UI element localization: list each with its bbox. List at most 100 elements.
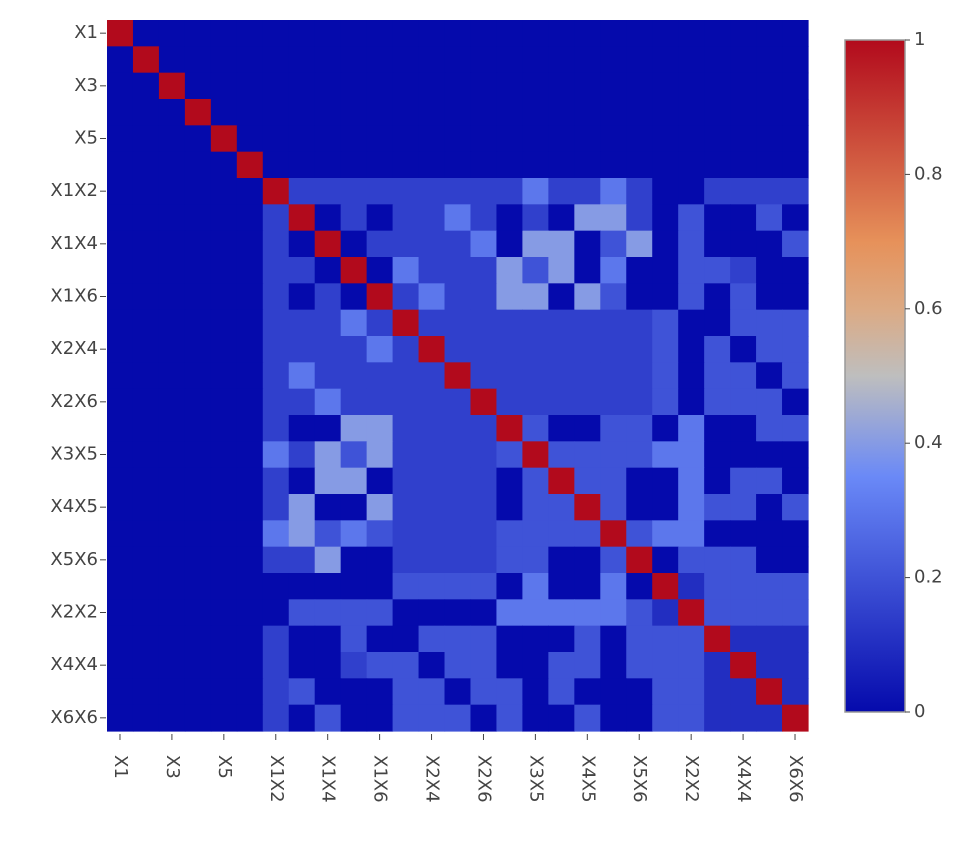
heatmap-cell	[107, 652, 134, 679]
heatmap-cell	[496, 362, 524, 390]
heatmap-cell	[210, 230, 238, 258]
heatmap-cell	[210, 362, 238, 390]
heatmap-cell	[574, 230, 601, 258]
x-tick-label: X4X4	[733, 755, 754, 803]
heatmap-cell	[262, 415, 290, 442]
heatmap-cell	[626, 257, 653, 284]
heatmap-cell	[418, 72, 446, 100]
colorbar-tick-label: 0.8	[914, 163, 943, 184]
y-tick-label: X2X4	[50, 338, 98, 359]
heatmap-cell	[626, 704, 653, 732]
heatmap-cell	[470, 441, 498, 469]
heatmap-cell	[600, 652, 627, 679]
heatmap-cell	[418, 573, 446, 600]
heatmap-cell	[548, 546, 575, 574]
heatmap-cell	[288, 520, 316, 548]
heatmap-cell	[340, 309, 368, 337]
heatmap-cell	[314, 546, 342, 574]
heatmap-cell	[184, 309, 212, 337]
heatmap-cell	[392, 652, 420, 679]
heatmap-cell	[314, 467, 342, 495]
heatmap-cell	[288, 573, 316, 600]
heatmap-cell	[730, 283, 757, 311]
heatmap-cell	[470, 20, 498, 47]
heatmap-cell	[132, 362, 160, 390]
heatmap-cell	[158, 546, 186, 574]
heatmap-cell	[107, 362, 134, 390]
heatmap-cell	[470, 230, 498, 258]
heatmap-cell	[107, 573, 134, 600]
heatmap-cell	[574, 573, 601, 600]
heatmap-cell	[548, 362, 575, 390]
heatmap-cell	[574, 336, 601, 363]
heatmap-cell	[262, 573, 290, 600]
x-tick-label: X2X6	[473, 755, 494, 803]
heatmap-cell	[158, 99, 186, 126]
heatmap-cell	[210, 72, 238, 100]
heatmap-cell	[340, 388, 368, 416]
heatmap-cell	[782, 625, 809, 653]
heatmap-cell	[366, 309, 394, 337]
heatmap-cell	[158, 283, 186, 311]
heatmap-cell	[470, 204, 498, 232]
heatmap-cell	[184, 204, 212, 232]
heatmap-cell	[444, 230, 472, 258]
x-tick-label: X3	[162, 755, 183, 779]
heatmap-cell	[652, 388, 679, 416]
heatmap-cell	[236, 599, 264, 627]
heatmap-cell	[496, 72, 524, 100]
heatmap-cell	[444, 704, 472, 732]
heatmap-cell	[236, 494, 264, 521]
heatmap-cell	[782, 441, 809, 469]
heatmap-cell	[366, 125, 394, 153]
heatmap-cell	[470, 467, 498, 495]
heatmap-cell	[574, 72, 601, 100]
heatmap-cell	[314, 520, 342, 548]
heatmap-cell	[262, 336, 290, 363]
heatmap-cell	[600, 573, 627, 600]
heatmap-cell	[236, 283, 264, 311]
heatmap-cell	[210, 151, 238, 179]
heatmap-cell	[340, 362, 368, 390]
heatmap-cell	[548, 573, 575, 600]
heatmap-cell	[210, 625, 238, 653]
heatmap-cell	[366, 625, 394, 653]
heatmap-cell	[704, 704, 731, 732]
heatmap-cell	[444, 599, 472, 627]
heatmap-cell	[288, 283, 316, 311]
heatmap-cell	[782, 309, 809, 337]
heatmap-cell	[132, 99, 160, 126]
heatmap-cell	[548, 520, 575, 548]
heatmap-cell	[288, 178, 316, 205]
heatmap-cell	[756, 230, 783, 258]
heatmap-cell	[340, 230, 368, 258]
heatmap-cell	[210, 388, 238, 416]
heatmap-cell	[548, 388, 575, 416]
heatmap-cell	[730, 652, 757, 679]
heatmap-cell	[418, 625, 446, 653]
heatmap-cell	[262, 151, 290, 179]
x-tick-label: X2X4	[422, 755, 443, 803]
heatmap-cell	[288, 99, 316, 126]
heatmap-cell	[184, 257, 212, 284]
heatmap-cell	[392, 257, 420, 284]
heatmap-cell	[340, 467, 368, 495]
heatmap-cell	[678, 494, 705, 521]
heatmap-cell	[652, 625, 679, 653]
heatmap-cell	[626, 230, 653, 258]
heatmap-cell	[756, 46, 783, 74]
heatmap-cell	[678, 625, 705, 653]
heatmap-cell	[496, 204, 524, 232]
heatmap-cell	[262, 125, 290, 153]
heatmap-cell	[418, 125, 446, 153]
heatmap-cell	[600, 678, 627, 706]
heatmap-cell	[107, 441, 134, 469]
heatmap-cell	[548, 678, 575, 706]
heatmap-cell	[652, 283, 679, 311]
heatmap-cell	[782, 20, 809, 47]
heatmap-cell	[782, 125, 809, 153]
heatmap-cell	[626, 72, 653, 100]
heatmap-cell	[600, 125, 627, 153]
heatmap-cell	[652, 415, 679, 442]
heatmap-cell	[288, 336, 316, 363]
